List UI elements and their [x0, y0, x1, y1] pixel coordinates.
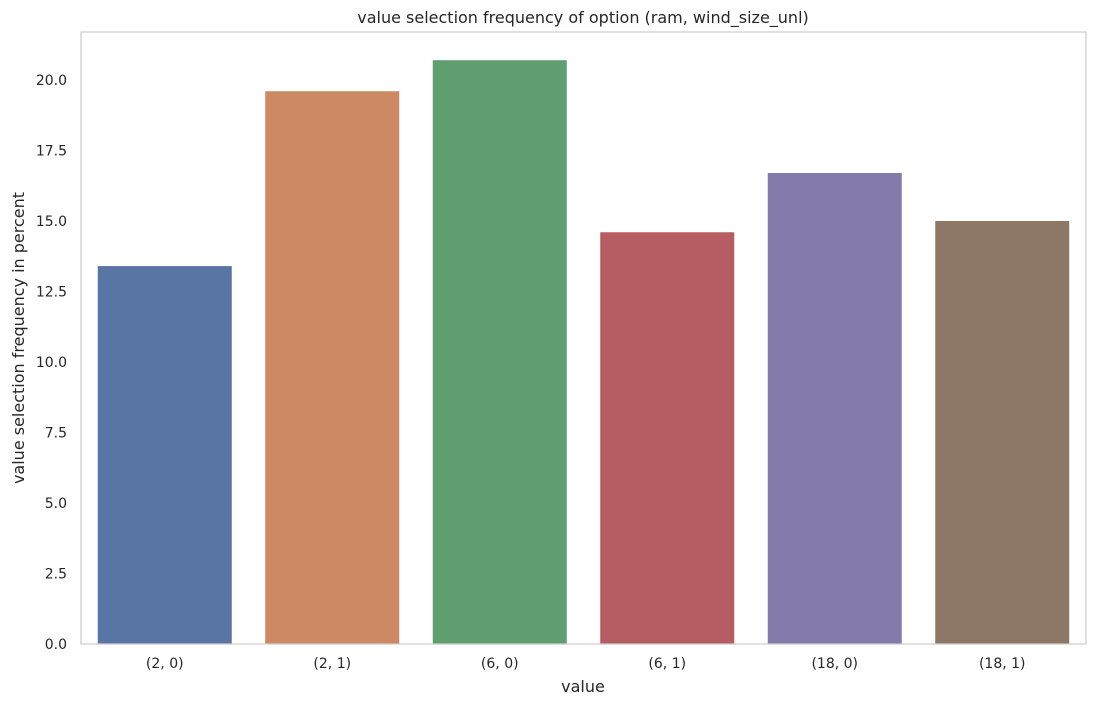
bar-2 [432, 60, 567, 645]
y-tick-label: 2.5 [45, 566, 67, 582]
y-axis-label: value selection frequency in percent [9, 192, 28, 484]
y-tick-label: 15.0 [36, 214, 67, 230]
bar-0 [97, 266, 232, 644]
y-tick-label: 20.0 [36, 73, 67, 89]
bars-group [97, 60, 1070, 645]
bar-1 [265, 91, 400, 644]
plot-frame [80, 31, 1087, 645]
chart-title: value selection frequency of option (ram… [357, 8, 809, 28]
x-tick-label: (2, 0) [146, 656, 184, 672]
bar-4 [767, 173, 902, 644]
x-tick-label: (6, 0) [481, 656, 519, 672]
y-tick-label: 10.0 [36, 355, 67, 371]
bar-3 [600, 232, 735, 644]
bar-5 [935, 220, 1070, 644]
y-tick-label: 7.5 [45, 425, 67, 441]
x-tick-label: (6, 1) [648, 656, 686, 672]
y-tick-label: 12.5 [36, 284, 67, 300]
x-ticks-group: (2, 0) (2, 1) (6, 0) (6, 1) (18, 0) (18, 1) [146, 656, 1026, 672]
y-tick-label: 5.0 [45, 496, 67, 512]
x-tick-label: (18, 1) [979, 656, 1026, 672]
x-axis-label: value [561, 677, 605, 696]
x-tick-label: (18, 0) [811, 656, 858, 672]
x-tick-label: (2, 1) [313, 656, 351, 672]
y-tick-label: 17.5 [36, 143, 67, 159]
y-ticks-group: 0.0 2.5 5.0 7.5 10.0 12.5 15.0 17.5 20.0 [36, 73, 67, 653]
y-tick-label: 0.0 [45, 637, 67, 653]
